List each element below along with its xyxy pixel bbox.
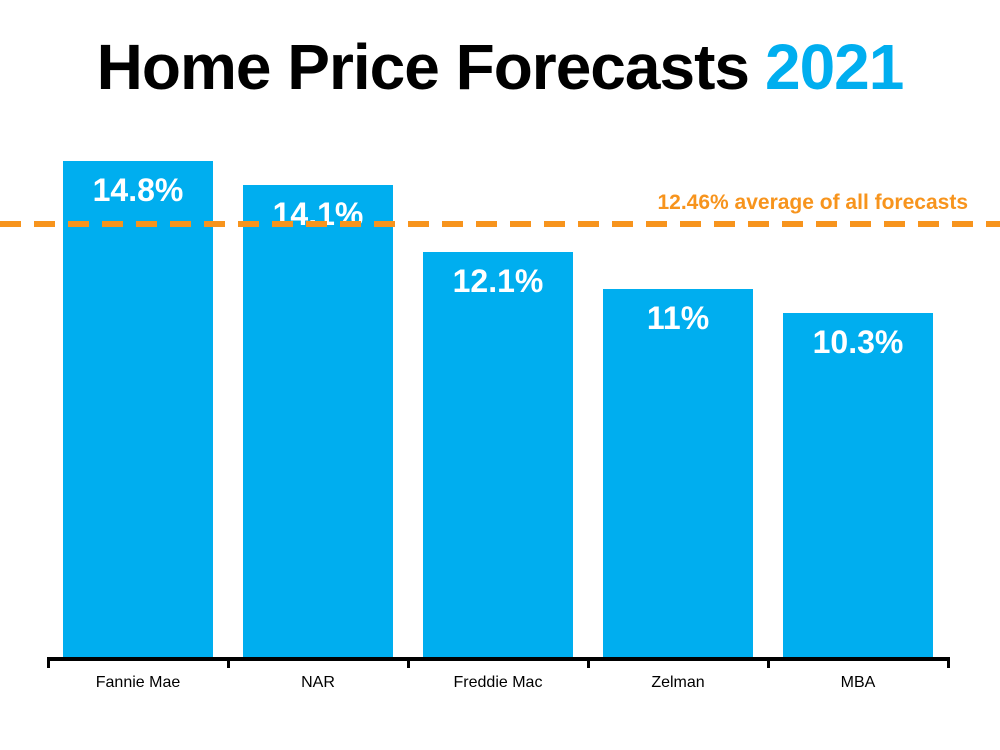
bar-fannie-mae: 14.8% [63,161,213,660]
bar-value-label: 10.3% [812,324,904,360]
bar-zelman: 11% [603,289,753,660]
x-axis-label-mba: MBA [840,674,876,691]
average-dashed-line [0,221,1000,227]
x-axis-line [48,657,948,661]
x-axis-tick [767,657,770,668]
x-axis-tick [227,657,230,668]
x-axis-tick [407,657,410,668]
x-axis-label-fannie-mae: Fannie Mae [95,674,181,691]
chart-title-year: 2021 [764,31,904,103]
chart-title: Home Price Forecasts 2021 [0,30,1000,104]
bar-freddie-mac: 12.1% [423,252,573,660]
bar-nar: 14.1% [243,185,393,660]
chart-title-main: Home Price Forecasts [96,31,750,103]
bar-value-label: 12.1% [452,263,544,299]
x-axis-tick [587,657,590,668]
average-line-label: 12.46% average of all forecasts [657,191,968,214]
bar-value-label: 11% [646,300,710,336]
x-axis-tick [947,657,950,668]
x-axis-label-zelman: Zelman [651,674,705,691]
bar-value-label: 14.8% [92,172,184,208]
bar-value-label: 14.1% [272,196,364,232]
x-axis-label-freddie-mac: Freddie Mac [453,674,543,691]
x-axis-label-nar: NAR [301,674,335,691]
bar-mba: 10.3% [783,313,933,660]
x-axis-tick [47,657,50,668]
